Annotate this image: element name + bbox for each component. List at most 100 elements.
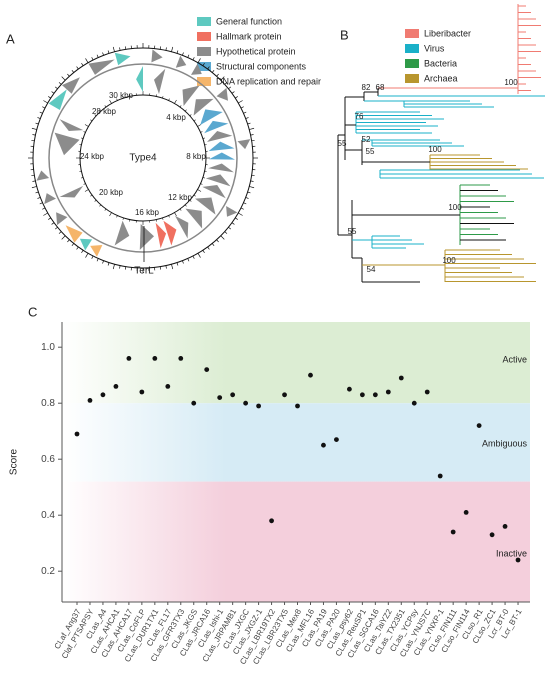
ring-tick — [102, 52, 104, 56]
inner-tick — [168, 215, 170, 218]
point — [463, 510, 469, 515]
gene — [65, 225, 83, 243]
gene — [208, 163, 234, 173]
gene — [155, 222, 167, 249]
inner-tick — [109, 212, 112, 217]
ring-tick — [240, 207, 244, 210]
inner-tick — [202, 137, 205, 139]
inner-tick — [193, 194, 196, 197]
ring-tick — [207, 66, 210, 70]
inner-tick — [179, 105, 182, 108]
ring-tick — [224, 82, 228, 85]
point — [476, 423, 482, 428]
ring-tick — [182, 260, 184, 264]
gene — [205, 174, 231, 187]
legend-label: Virus — [424, 43, 445, 53]
ring-tick — [85, 253, 89, 258]
legend-swatch — [405, 74, 419, 83]
gene — [36, 170, 50, 181]
inner-tick — [104, 105, 107, 108]
ring-tick — [91, 57, 94, 61]
gene — [226, 206, 238, 217]
gene — [54, 132, 80, 156]
point — [385, 389, 391, 395]
inner-tick — [179, 208, 182, 211]
ring-tick — [171, 46, 174, 52]
ring-tick — [76, 66, 79, 70]
inner-tick — [109, 99, 112, 104]
legend-label: DNA replication and repair — [216, 76, 321, 86]
ring-tick — [247, 122, 251, 125]
ring-tick — [231, 91, 235, 94]
inner-tick — [81, 177, 84, 179]
point — [398, 375, 404, 381]
bootstrap-label: 100 — [442, 256, 456, 265]
point — [126, 356, 132, 361]
ring-tick — [176, 262, 179, 266]
ring-tick — [43, 212, 48, 216]
inner-tick — [83, 131, 86, 133]
inner-tick — [116, 98, 118, 101]
inner-tick — [197, 189, 202, 192]
ring-tick — [48, 96, 51, 99]
ring-tick — [39, 111, 43, 114]
inner-tick — [174, 212, 177, 217]
ring-tick — [85, 58, 89, 63]
ring-tick — [228, 86, 232, 90]
ring-tick — [35, 191, 39, 194]
ring-label: 16 kbp — [135, 208, 160, 217]
ring-tick — [187, 54, 190, 58]
inner-tick — [200, 183, 203, 185]
bootstrap-label: 100 — [428, 145, 442, 154]
ring-tick — [207, 246, 210, 250]
point — [489, 532, 495, 538]
band — [62, 403, 530, 482]
gene — [48, 89, 67, 110]
point — [152, 356, 158, 361]
point — [256, 403, 261, 409]
legend-swatch — [197, 77, 211, 86]
gene — [59, 119, 84, 131]
inner-tick — [174, 99, 177, 104]
point — [74, 431, 80, 437]
inner-tick — [104, 208, 107, 211]
ring-tick — [51, 91, 55, 94]
y-axis-title: Score — [9, 449, 20, 476]
gene — [209, 152, 235, 160]
inner-tick — [99, 204, 102, 207]
gene — [175, 215, 189, 239]
inner-tick — [184, 204, 187, 207]
bootstrap-label: 54 — [367, 265, 376, 274]
terl-label: TerL — [134, 266, 154, 277]
point — [450, 529, 456, 535]
point — [230, 392, 236, 398]
ring-tick — [119, 47, 121, 51]
inner-tick — [122, 96, 124, 99]
legend-label: Structural components — [216, 61, 307, 71]
gene — [195, 197, 216, 215]
gene — [193, 98, 214, 116]
inner-tick — [193, 119, 196, 122]
ring-tick — [112, 46, 115, 52]
ring-tick — [58, 82, 62, 85]
legend-label: Liberibacter — [424, 28, 471, 38]
ring-tick — [202, 250, 205, 253]
ring-tick — [31, 127, 37, 130]
point — [308, 372, 313, 378]
ring-tick — [171, 264, 174, 270]
gene — [136, 66, 143, 92]
ring-tick — [235, 217, 238, 220]
gene — [191, 63, 202, 75]
gene — [114, 220, 130, 246]
ring-tick — [211, 243, 215, 247]
point — [424, 389, 430, 395]
legend-swatch — [405, 59, 419, 68]
bootstrap-label: 82 — [362, 83, 371, 92]
bootstrap-label: 55 — [348, 227, 357, 236]
ring-tick — [187, 258, 190, 262]
ring-tick — [107, 262, 110, 266]
bootstrap-label: 55 — [338, 139, 347, 148]
inner-tick — [122, 217, 124, 220]
bootstrap-label: 68 — [376, 83, 385, 92]
